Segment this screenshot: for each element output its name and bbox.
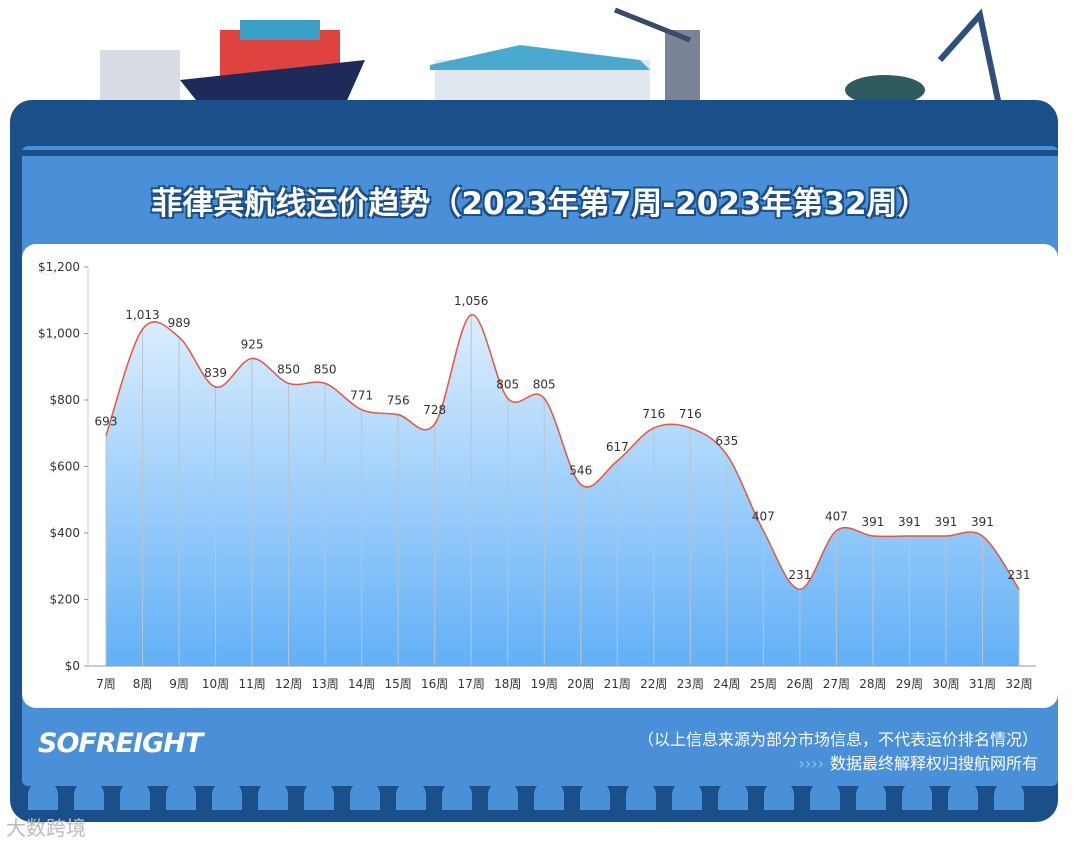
y-tick-label: $1,000	[38, 327, 80, 341]
y-tick-label: $600	[49, 460, 80, 474]
data-label: 391	[935, 515, 958, 529]
decor-bump	[672, 780, 702, 810]
x-tick-label: 7周	[96, 677, 116, 691]
x-tick-label: 8周	[133, 677, 153, 691]
x-tick-label: 13周	[311, 677, 338, 691]
decor-bump	[994, 780, 1024, 810]
copyright-note: ›››› 数据最终解释权归搜航网所有	[798, 750, 1038, 774]
data-label: 635	[715, 434, 738, 448]
y-tick-label: $800	[49, 393, 80, 407]
data-label: 407	[825, 510, 848, 524]
x-tick-label: 9周	[169, 677, 189, 691]
x-tick-label: 11周	[238, 677, 265, 691]
data-label: 925	[241, 337, 264, 351]
decor-bump	[166, 780, 196, 810]
x-tick-label: 29周	[896, 677, 923, 691]
data-label: 617	[606, 440, 629, 454]
decor-bump	[212, 780, 242, 810]
area-fill	[106, 314, 1019, 666]
data-label: 756	[387, 394, 410, 408]
data-label: 716	[642, 407, 665, 421]
data-label: 728	[423, 403, 446, 417]
data-label: 231	[1008, 568, 1031, 582]
y-tick-label: $400	[49, 526, 80, 540]
series-line	[105, 314, 1020, 590]
x-tick-label: 15周	[385, 677, 412, 691]
x-tick-label: 32周	[1005, 677, 1032, 691]
data-label: 693	[95, 415, 118, 429]
x-tick-label: 18周	[494, 677, 521, 691]
source-note: （以上信息来源为部分市场信息，不代表运价排名情况）	[637, 730, 1038, 749]
data-label: 1,056	[454, 294, 488, 308]
x-tick-label: 17周	[458, 677, 485, 691]
decor-bump	[488, 780, 518, 810]
data-label: 407	[752, 510, 775, 524]
sofreight-logo: SOFREIGHT	[38, 728, 203, 759]
decor-bump	[626, 780, 656, 810]
x-tick-label: 21周	[604, 677, 631, 691]
watermark: 大数跨境	[6, 816, 86, 840]
decor-bump	[28, 780, 58, 810]
decor-bump	[304, 780, 334, 810]
chart-title: 菲律宾航线运价趋势（2023年第7周-2023年第32周）	[151, 186, 929, 222]
x-tick-label: 19周	[531, 677, 558, 691]
data-label: 989	[168, 316, 191, 330]
x-tick-label: 30周	[932, 677, 959, 691]
decor-bump	[350, 780, 380, 810]
x-tick-label: 22周	[640, 677, 667, 691]
decor-bump	[74, 780, 104, 810]
data-label: 391	[898, 515, 921, 529]
x-tick-label: 24周	[713, 677, 740, 691]
data-label: 771	[350, 389, 373, 403]
data-label: 231	[788, 568, 811, 582]
arrows-icon: ››››	[798, 754, 824, 773]
data-label: 839	[204, 366, 227, 380]
decor-bump	[534, 780, 564, 810]
data-label: 850	[314, 362, 337, 376]
decor-bump	[902, 780, 932, 810]
port-illustration	[100, 7, 1003, 111]
x-tick-label: 28周	[859, 677, 886, 691]
x-tick-label: 26周	[786, 677, 813, 691]
copyright-text: 数据最终解释权归搜航网所有	[829, 754, 1038, 773]
decor-bump	[764, 780, 794, 810]
data-label: 391	[971, 515, 994, 529]
decor-bump	[948, 780, 978, 810]
x-tick-label: 14周	[348, 677, 375, 691]
decor-bump	[258, 780, 288, 810]
x-tick-label: 16周	[421, 677, 448, 691]
decor-bump	[856, 780, 886, 810]
x-tick-label: 20周	[567, 677, 594, 691]
x-tick-label: 12周	[275, 677, 302, 691]
data-label: 805	[533, 377, 556, 391]
decor-bump	[580, 780, 610, 810]
data-label: 1,013	[125, 308, 159, 322]
data-label: 716	[679, 407, 702, 421]
x-tick-label: 10周	[202, 677, 229, 691]
data-label: 850	[277, 362, 300, 376]
x-tick-label: 25周	[750, 677, 777, 691]
y-tick-label: $1,200	[38, 260, 80, 274]
data-label: 391	[861, 515, 884, 529]
data-label: 805	[496, 377, 519, 391]
decor-bump	[810, 780, 840, 810]
decor-bump	[120, 780, 150, 810]
y-tick-label: $0	[65, 659, 80, 673]
divider	[22, 150, 1058, 156]
y-tick-label: $200	[49, 593, 80, 607]
decor-bump	[718, 780, 748, 810]
x-tick-label: 23周	[677, 677, 704, 691]
x-tick-label: 31周	[969, 677, 996, 691]
decor-bump	[396, 780, 426, 810]
data-label: 546	[569, 463, 592, 477]
x-tick-label: 27周	[823, 677, 850, 691]
decor-bump	[442, 780, 472, 810]
